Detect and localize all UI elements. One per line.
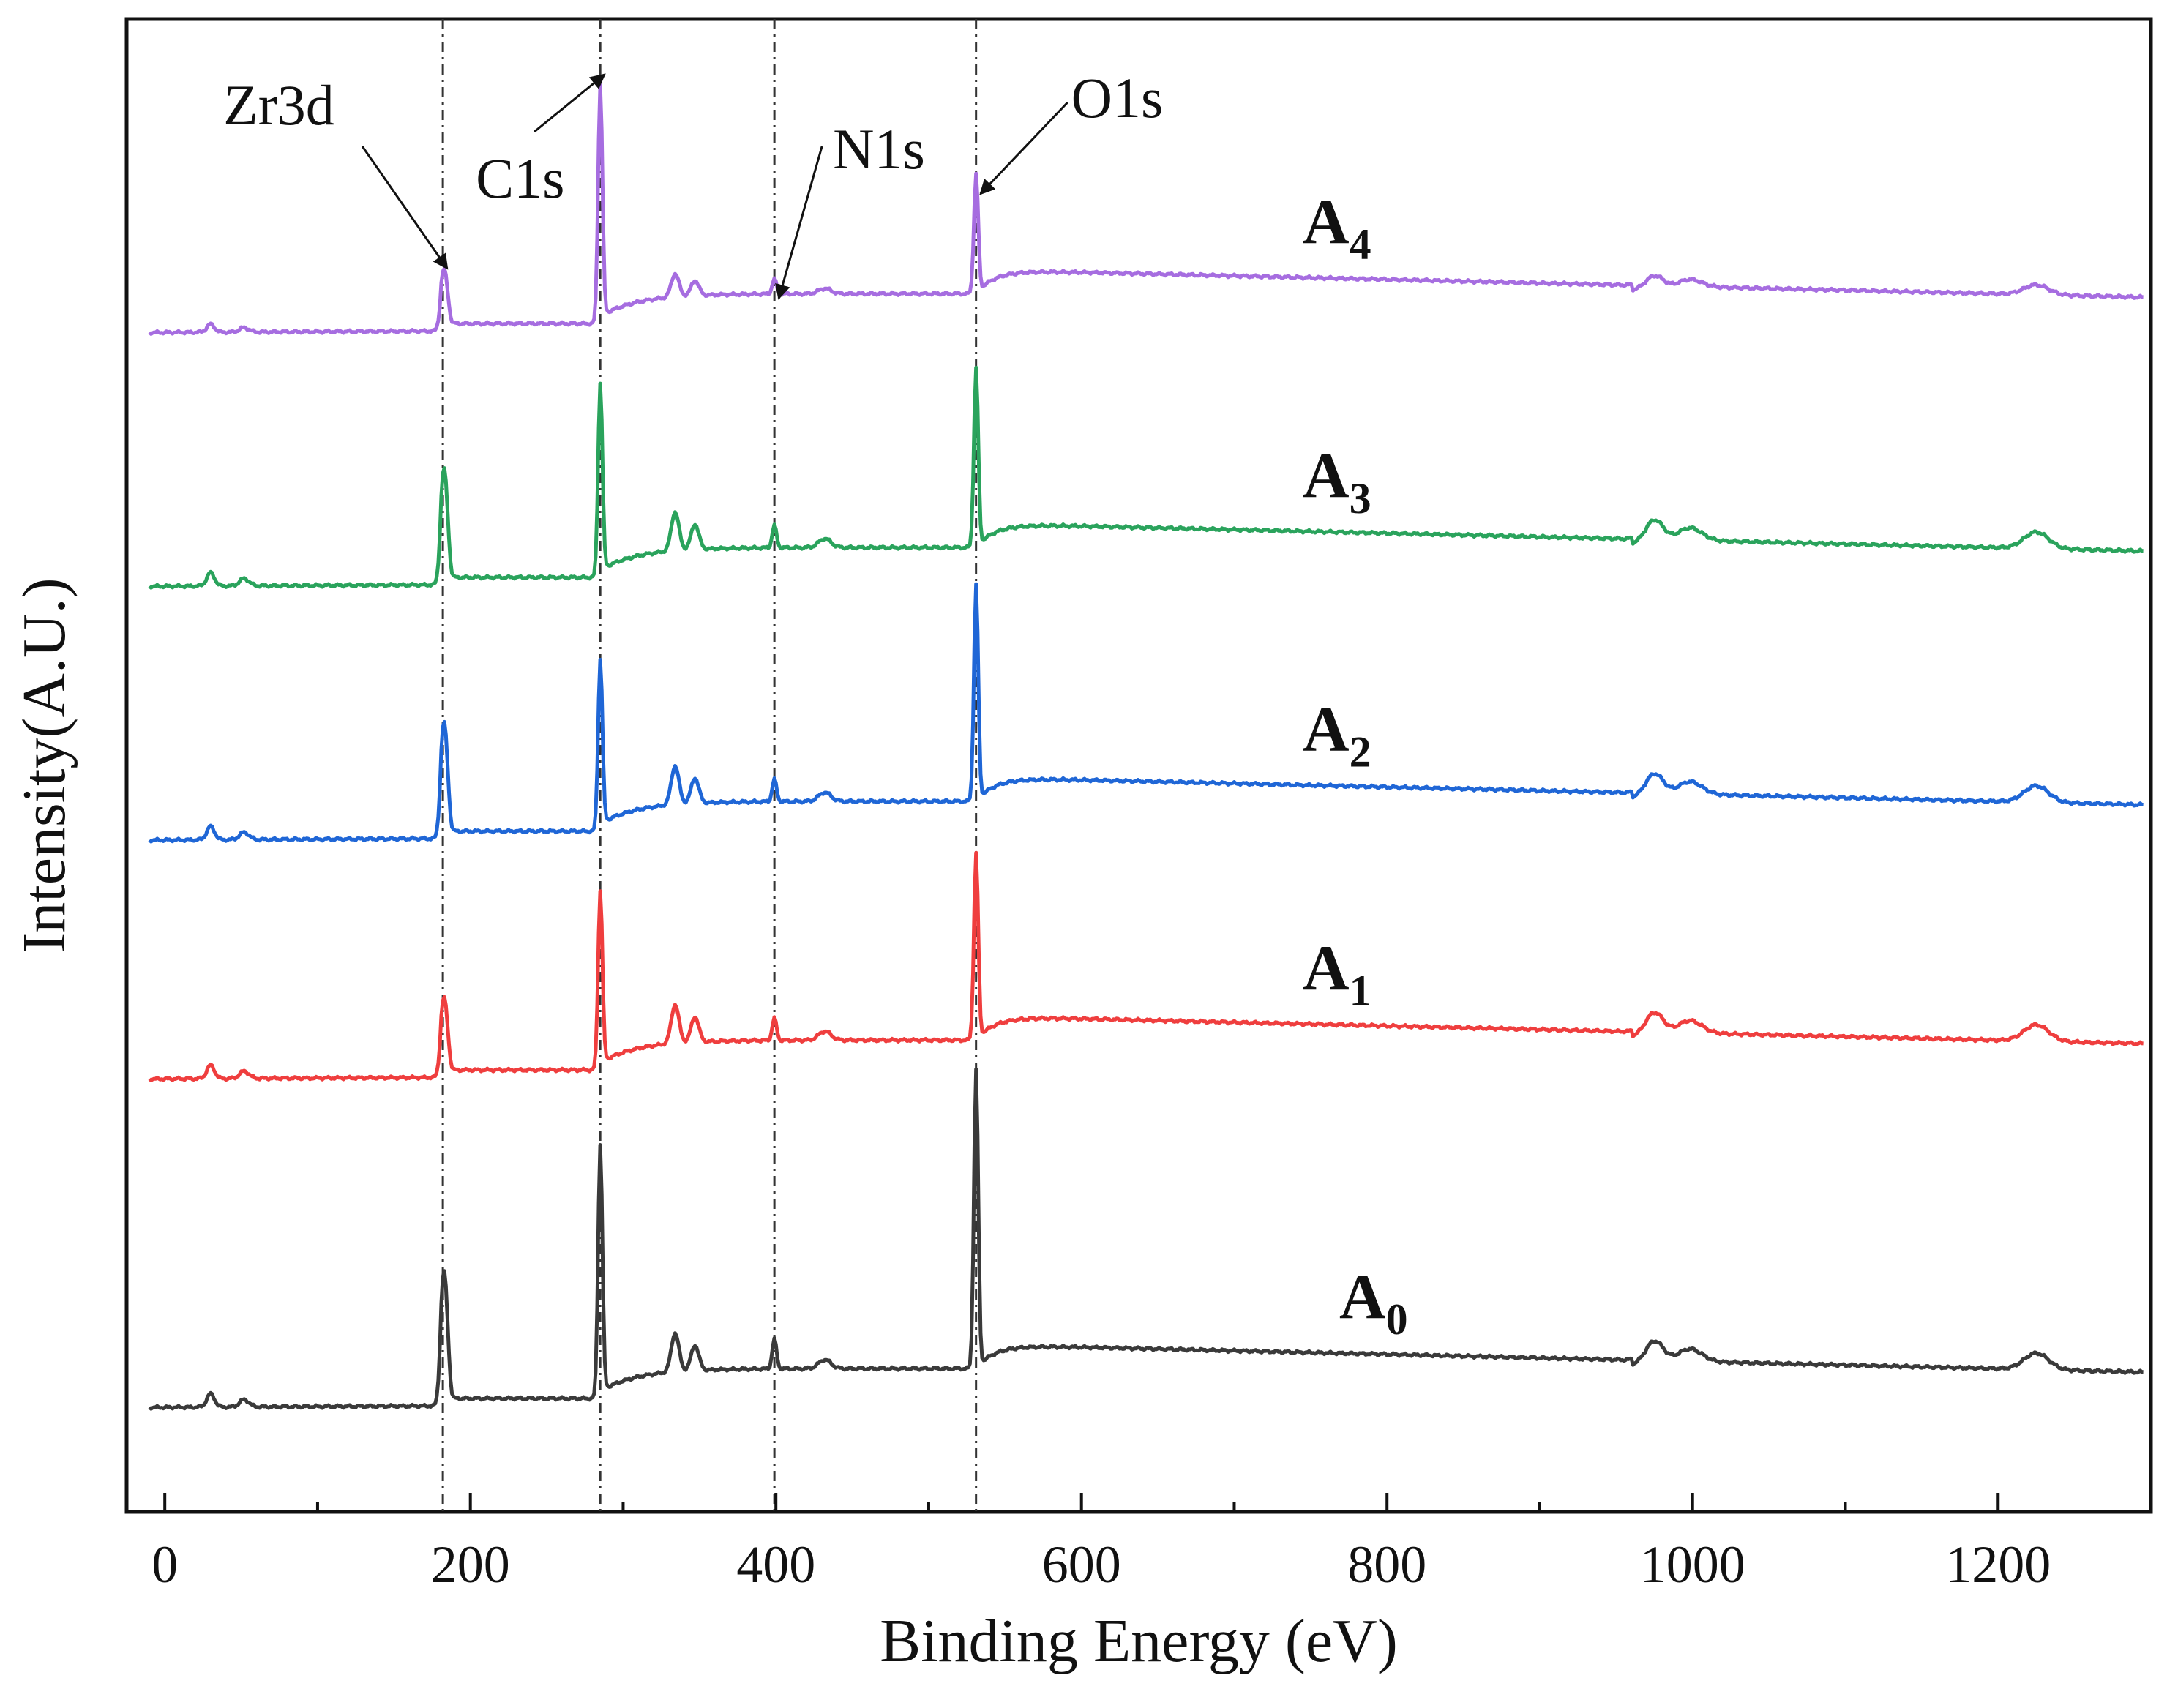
x-tick-label: 800: [1347, 1535, 1426, 1594]
series-label-A2: A2: [1303, 694, 1371, 776]
series-label-A0: A0: [1339, 1262, 1408, 1344]
x-tick-label: 200: [431, 1535, 510, 1594]
peak-arrow: [979, 101, 1068, 195]
x-tick-label: 400: [736, 1535, 815, 1594]
peak-arrow: [534, 73, 606, 133]
x-tick-label: 0: [151, 1535, 178, 1594]
peak-label: Zr3d: [223, 73, 334, 137]
series-line-A2: [148, 582, 2144, 844]
peak-label: O1s: [1071, 66, 1164, 130]
x-axis-title: Binding Energy (eV): [880, 1607, 1398, 1675]
peak-label: C1s: [476, 146, 564, 210]
x-tick-label: 600: [1042, 1535, 1121, 1594]
series-label-A4: A4: [1303, 187, 1371, 269]
plot-frame: [124, 17, 2153, 1514]
x-tick-label: 1200: [1945, 1535, 2051, 1594]
peak-arrow: [361, 146, 449, 270]
peak-arrow: [775, 146, 823, 300]
x-tick-label: 1000: [1640, 1535, 1745, 1594]
series-line-A1: [148, 850, 2144, 1082]
series-line-A4: [148, 83, 2144, 336]
series-label-A1: A1: [1303, 933, 1371, 1015]
series-line-A0: [148, 1067, 2144, 1411]
series-label-A3: A3: [1303, 441, 1371, 522]
y-axis-title: Intensity(A.U.): [10, 577, 78, 953]
peak-label: N1s: [833, 117, 925, 181]
series-line-A3: [148, 365, 2144, 590]
